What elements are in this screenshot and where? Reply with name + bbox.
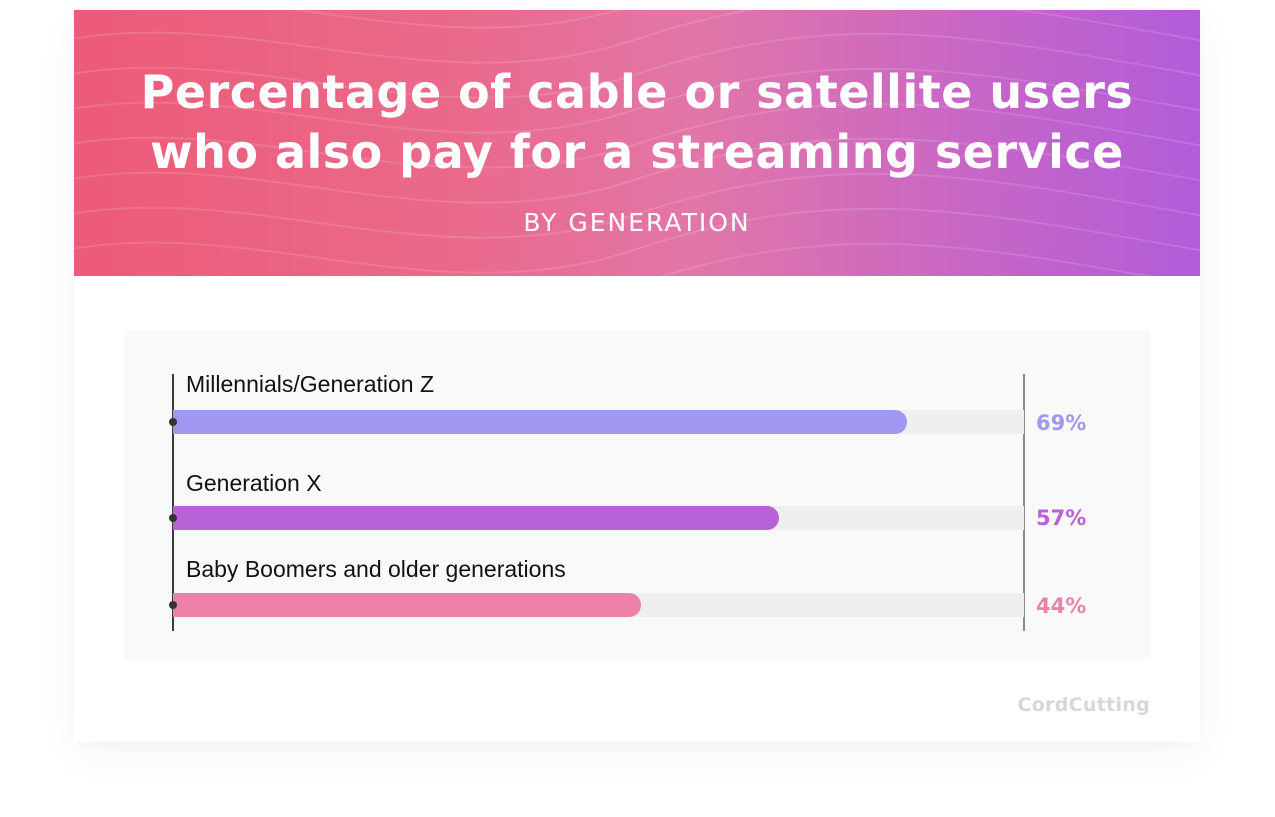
bar-track [173,506,1024,530]
chart-subtitle: BY GENERATION [523,208,751,237]
header-banner: Percentage of cable or satellite users w… [74,10,1200,276]
infographic-card: Percentage of cable or satellite users w… [74,10,1200,742]
cordcutting-logo: CordCutting [1017,694,1150,716]
chart-panel: Millennials/Generation Z 69% Generation … [124,330,1150,660]
value-label: 44% [1036,594,1087,618]
bar-fill [173,593,641,617]
value-label: 69% [1036,411,1087,435]
bar-label: Millennials/Generation Z [186,371,435,397]
value-label: 57% [1036,506,1087,530]
bar-fill [173,506,779,530]
bar-track [173,593,1024,617]
axis-dot-marker [169,514,177,522]
left-axis-line [172,374,174,631]
right-axis-line [1023,374,1025,631]
axis-dot-marker [169,601,177,609]
bar-label: Baby Boomers and older generations [186,556,566,582]
axis-dot-marker [169,418,177,426]
bar-fill [173,410,907,434]
chart-title-line-2: who also pay for a streaming service [150,125,1124,179]
chart-title: Percentage of cable or satellite users w… [74,62,1200,182]
bar-label: Generation X [186,470,322,496]
chart-title-line-1: Percentage of cable or satellite users [140,65,1134,119]
wave-pattern-decoration [74,10,1200,276]
bar-track [173,410,1024,434]
